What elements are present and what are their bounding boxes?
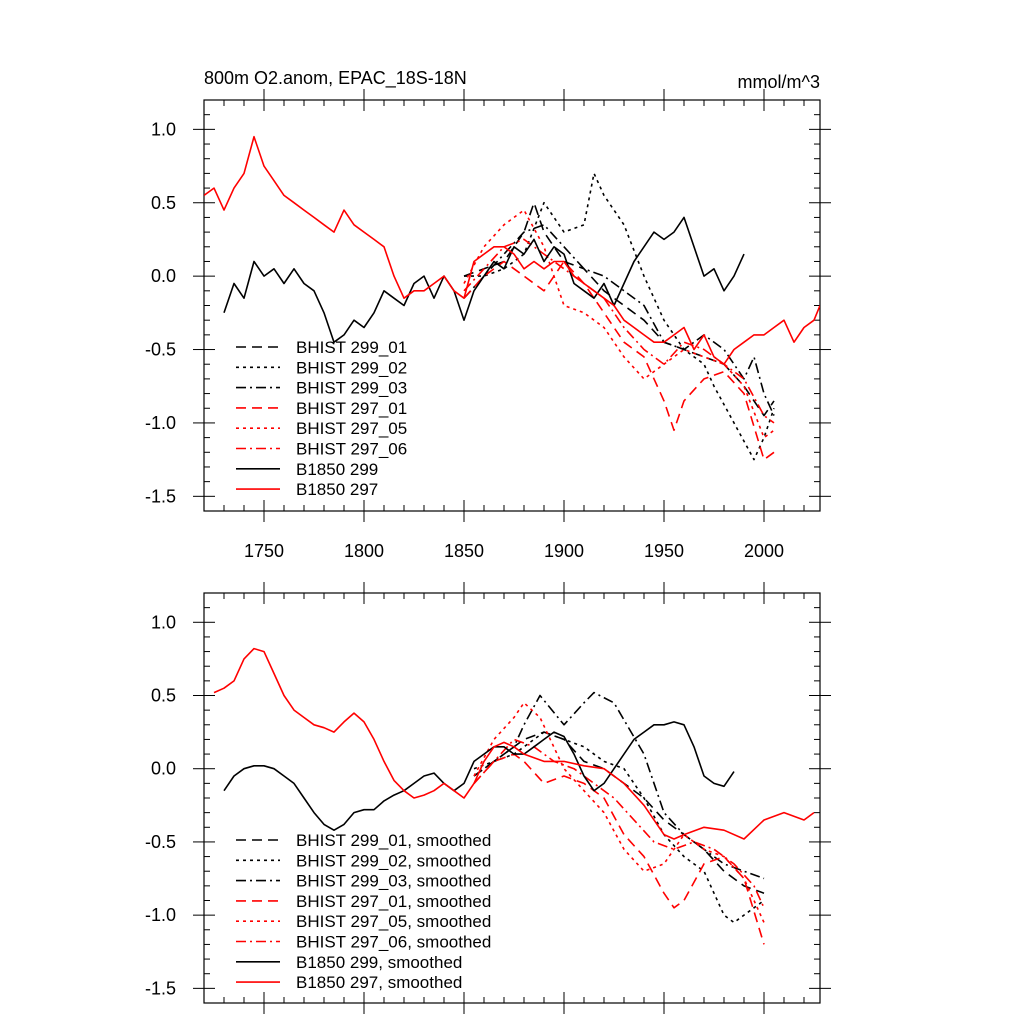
legend-label: BHIST 297_06, smoothed [296, 933, 491, 952]
x-tick-label: 1800 [344, 541, 384, 561]
y-tick-label: -0.5 [145, 832, 176, 852]
series-group [213, 647, 815, 945]
series-line-2 [464, 172, 775, 461]
legend-label: B1850 299 [296, 460, 378, 479]
legend-label: BHIST 297_01, smoothed [296, 892, 491, 911]
legend-label: BHIST 297_05, smoothed [296, 912, 491, 931]
y-tick-label: 0.5 [151, 686, 176, 706]
legend-label: BHIST 297_06 [296, 440, 407, 459]
legend-label: B1850 299, smoothed [296, 953, 462, 972]
series-line-2 [473, 731, 765, 924]
y-tick-label: -1.0 [145, 413, 176, 433]
series-line-8 [204, 135, 820, 366]
series-line-8 [213, 647, 815, 840]
x-tick-label: 1850 [444, 541, 484, 561]
y-tick-label: 1.0 [151, 119, 176, 139]
y-tick-label: 1.0 [151, 612, 176, 632]
series-group [204, 135, 820, 461]
series-line-6 [463, 238, 775, 424]
x-tick-label: 2000 [744, 541, 784, 561]
series-line-5 [473, 701, 765, 923]
legend-label: BHIST 299_01, smoothed [296, 831, 491, 850]
y-tick-label: -1.5 [145, 978, 176, 998]
panel-2: -1.5 -1.0 -0.5 0.0 0.5 1.0 BHIST 299_01, smoot… [145, 582, 831, 1014]
x-tick-label: 1900 [544, 541, 584, 561]
series-line-3 [473, 691, 765, 880]
units-label: mmol/m^3 [738, 72, 820, 92]
chart-title: 800m O2.anom, EPAC_18S-18N [204, 68, 467, 89]
x-tick-label: 1950 [644, 541, 684, 561]
legend-label: BHIST 299_03, smoothed [296, 872, 491, 891]
legend-label: BHIST 299_02, smoothed [296, 851, 491, 870]
series-line-1 [463, 201, 775, 417]
series-line-7 [223, 721, 735, 832]
series-line-4 [463, 260, 775, 461]
y-tick-label: 0.0 [151, 759, 176, 779]
series-line-6 [473, 738, 765, 909]
y-tick-label: -1.0 [145, 905, 176, 925]
series-line-7 [223, 216, 745, 344]
legend-label: BHIST 299_02 [296, 358, 407, 377]
y-tick-label: -1.5 [145, 486, 176, 506]
legend-label: B1850 297 [296, 480, 378, 499]
legend-label: BHIST 299_01 [296, 338, 407, 357]
legend-label: BHIST 297_05 [296, 419, 407, 438]
x-tick-label: 1750 [244, 541, 284, 561]
y-tick-label: 0.5 [151, 193, 176, 213]
y-tick-label: -0.5 [145, 340, 176, 360]
series-line-3 [463, 224, 775, 416]
series-line-4 [473, 753, 765, 945]
panel-1: 800m O2.anom, EPAC_18S-18N mmol/m^3 1750 18… [145, 68, 831, 561]
legend-label: B1850 297, smoothed [296, 973, 462, 992]
series-line-5 [463, 209, 775, 439]
y-tick-label: 0.0 [151, 266, 176, 286]
legend-label: BHIST 299_03 [296, 379, 407, 398]
legend-label: BHIST 297_01 [296, 399, 407, 418]
